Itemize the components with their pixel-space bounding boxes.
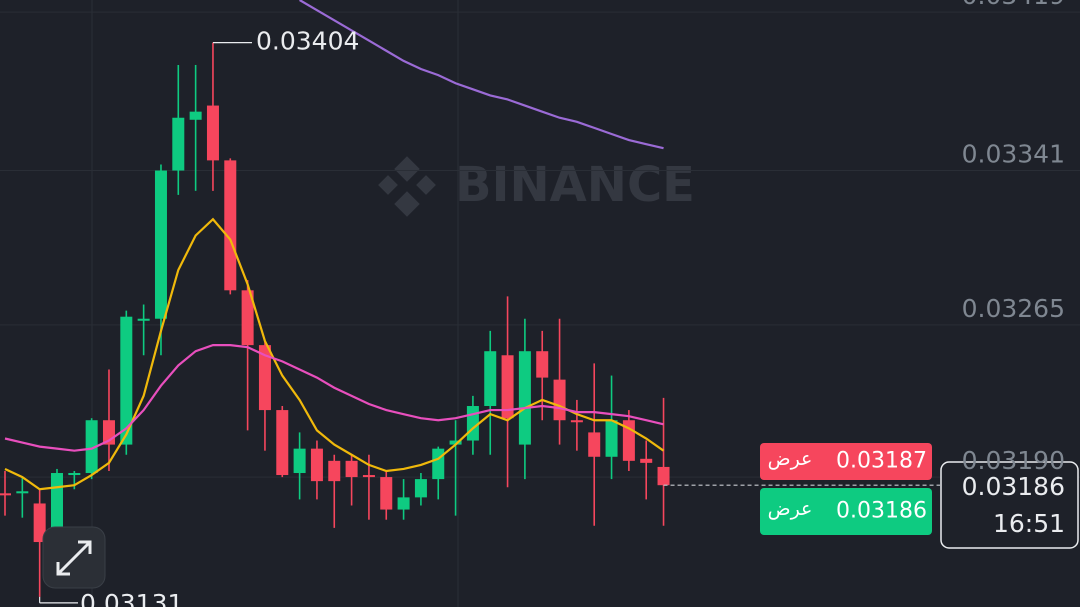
candle-body <box>85 420 98 474</box>
candle-body <box>484 351 497 407</box>
watermark-logo <box>378 156 436 217</box>
candle-body <box>553 379 566 421</box>
price-tag-price: 0.03186 <box>962 472 1065 501</box>
candle-body <box>206 105 219 161</box>
candle-body <box>258 345 271 411</box>
candle-body <box>276 410 289 476</box>
ask-box <box>760 443 932 480</box>
candle-body <box>605 420 618 457</box>
candle-body <box>449 440 462 445</box>
high-marker-label: 0.03404 <box>256 27 359 56</box>
ask-label: عرض <box>768 498 813 520</box>
candle-body <box>397 497 410 510</box>
low-marker-label: 0.03131 <box>80 589 183 607</box>
watermark: BINANCE <box>455 157 695 213</box>
candle-body <box>154 170 167 319</box>
moving-average-line <box>4 217 665 491</box>
candle-body <box>466 406 479 441</box>
moving-average-line <box>299 0 664 150</box>
moving-average-line <box>4 344 664 452</box>
y-tick-label: 0.03190 <box>962 446 1065 475</box>
ask-box <box>760 488 932 535</box>
candle-body <box>328 460 341 482</box>
candle-body <box>380 477 393 510</box>
candle-body <box>640 458 653 463</box>
y-tick-label: 0.03419 <box>962 0 1065 10</box>
candle-body <box>224 160 237 291</box>
candle-body <box>172 117 185 171</box>
expand-icon <box>56 540 92 576</box>
candle-body <box>657 466 670 486</box>
candle-body <box>293 448 306 474</box>
candle-body <box>310 448 323 482</box>
candle-body <box>501 355 514 419</box>
overlay: 0.03404 0.03131 عرض 0.03187 عرض 0.03186 0.0318… <box>39 27 1079 607</box>
ask-price: 0.03186 <box>836 499 927 524</box>
candle-body <box>518 351 531 445</box>
candle-body <box>189 111 202 120</box>
candle-body <box>362 475 375 478</box>
expand-button[interactable] <box>42 526 106 589</box>
ask-price: 0.03187 <box>836 449 927 474</box>
candle-body <box>414 479 427 498</box>
candle-body <box>345 460 358 478</box>
candle-body <box>588 432 601 457</box>
candle-body <box>16 491 29 494</box>
candle-body <box>68 473 81 476</box>
candle-body <box>241 290 254 346</box>
y-tick-label: 0.03265 <box>962 294 1065 323</box>
ask-label: عرض <box>768 448 813 470</box>
candle-body <box>33 503 46 543</box>
candle-body <box>50 473 63 541</box>
candle-body <box>0 493 11 496</box>
candle-body <box>120 316 133 445</box>
price-tag-countdown: 16:51 <box>993 509 1065 538</box>
candle-body <box>536 351 549 378</box>
candle-body <box>570 420 583 423</box>
candle-body <box>137 318 150 321</box>
candle-body <box>432 448 445 480</box>
y-tick-label: 0.03341 <box>962 140 1065 169</box>
price-tag <box>940 461 1079 549</box>
